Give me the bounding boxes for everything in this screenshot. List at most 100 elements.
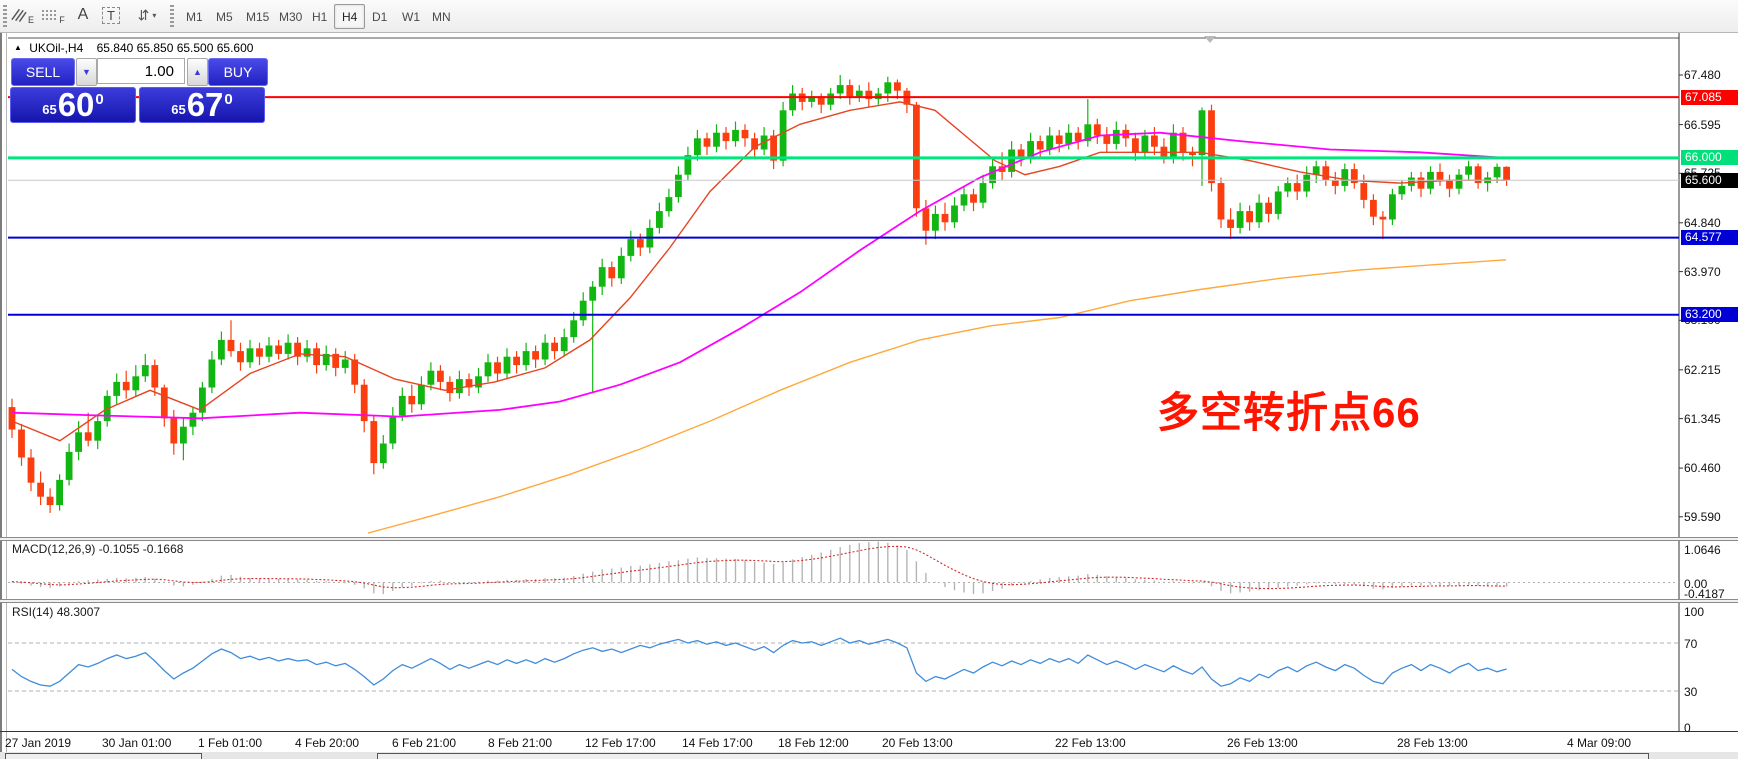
- price-tick-label: 61.345: [1684, 411, 1721, 426]
- chart-window: ▲ UKOil-,H4 65.840 65.850 65.500 65.600 …: [0, 33, 1738, 759]
- price-tick-label: 66.595: [1684, 117, 1721, 132]
- toolbar-grip-2[interactable]: [170, 5, 174, 27]
- timeframe-button-MN[interactable]: MN: [432, 9, 451, 24]
- time-tick-label: 14 Feb 17:00: [682, 736, 753, 750]
- icon-sub-f: F: [59, 15, 65, 25]
- time-tick-label: 26 Feb 13:00: [1227, 736, 1298, 750]
- buy-price-sup: 0: [224, 91, 233, 108]
- time-tick-label: 18 Feb 12:00: [778, 736, 849, 750]
- time-tick-label: 4 Mar 09:00: [1567, 736, 1632, 750]
- spinner-down-icon: ▼: [82, 67, 91, 77]
- arrows-glyph: ⇵: [137, 6, 150, 23]
- crosshatch-expert-icon[interactable]: E: [10, 3, 34, 27]
- macd-values: -0.1055 -0.1668: [98, 542, 184, 556]
- window-left-edge: [0, 33, 2, 759]
- chart-shift-marker-icon[interactable]: [1204, 36, 1216, 43]
- rsi-axis-label: 100: [1684, 605, 1705, 619]
- time-tick-label: 1 Feb 01:00: [198, 736, 263, 750]
- time-tick-label: 27 Jan 2019: [5, 736, 72, 750]
- time-axis-separator: [0, 731, 1738, 732]
- time-tick-label: 30 Jan 01:00: [102, 736, 172, 750]
- rsi-name: RSI(14): [12, 605, 54, 619]
- chart-text-annotation[interactable]: 多空转折点66: [1157, 389, 1421, 436]
- buy-button[interactable]: BUY: [208, 58, 268, 86]
- letter-a-glyph: A: [77, 6, 89, 23]
- arrange-arrows-icon[interactable]: ⇵ ▾: [130, 3, 164, 27]
- text-label-icon[interactable]: A: [72, 3, 94, 27]
- time-tick-label: 22 Feb 13:00: [1055, 736, 1126, 750]
- price-tick-label: 62.215: [1684, 362, 1721, 377]
- macd-axis-label: 0.00: [1684, 576, 1708, 591]
- price-line-badge-64.577[interactable]: 64.577: [1681, 230, 1738, 246]
- toolbar-grip[interactable]: [3, 5, 7, 27]
- time-tick-label: 12 Feb 17:00: [585, 736, 656, 750]
- timeframe-button-M30[interactable]: M30: [279, 9, 303, 24]
- grid-fibonacci-icon[interactable]: F: [40, 3, 66, 27]
- chart-title: ▲ UKOil-,H4 65.840 65.850 65.500 65.600: [14, 41, 253, 55]
- timeframe-button-D1[interactable]: D1: [372, 9, 388, 24]
- price-tick-label: 60.460: [1684, 461, 1721, 476]
- sell-price-box[interactable]: 65 60 0: [10, 87, 136, 123]
- triangle-up-icon: ▲: [14, 43, 22, 52]
- spinner-up-icon: ▲: [193, 67, 202, 77]
- price-tick-label: 67.480: [1684, 68, 1721, 82]
- price-tick-label: 59.590: [1684, 509, 1721, 524]
- sell-price-prefix: 65: [42, 102, 57, 117]
- volume-input[interactable]: [97, 58, 185, 84]
- window-left-edge-inner: [6, 33, 7, 759]
- bottom-strip: [0, 752, 1738, 759]
- chart-tab-stub[interactable]: [5, 753, 202, 759]
- buy-price-box[interactable]: 65 67 0: [139, 87, 265, 123]
- sell-button[interactable]: SELL: [11, 58, 75, 86]
- buy-price-prefix: 65: [171, 102, 186, 117]
- rsi-label: RSI(14) 48.3007: [12, 605, 100, 619]
- time-tick-label: 28 Feb 13:00: [1397, 736, 1468, 750]
- macd-splitter[interactable]: [0, 537, 1738, 541]
- timeframe-button-M15[interactable]: M15: [246, 9, 270, 24]
- price-line-badge-65.600[interactable]: 65.600: [1681, 172, 1738, 188]
- time-tick-label: 20 Feb 13:00: [882, 736, 953, 750]
- volume-increase-button[interactable]: ▲: [187, 58, 208, 86]
- icon-sub-e: E: [27, 15, 34, 25]
- volume-decrease-button[interactable]: ▼: [76, 58, 97, 86]
- macd-label: MACD(12,26,9) -0.1055 -0.1668: [12, 542, 183, 556]
- rsi-axis-label: 30: [1684, 685, 1698, 699]
- timeframe-button-M1[interactable]: M1: [186, 9, 203, 24]
- grid-glyph: [41, 8, 59, 22]
- letter-t-glyph: T: [102, 6, 120, 24]
- rsi-axis-label: 0: [1684, 721, 1691, 735]
- rsi-value: 48.3007: [56, 605, 101, 619]
- buy-button-label: BUY: [223, 64, 253, 80]
- price-line-badge-63.200[interactable]: 63.200: [1681, 307, 1738, 323]
- buy-price-main: 67: [186, 86, 224, 123]
- time-tick-label: 6 Feb 21:00: [392, 736, 457, 750]
- price-line-badge-67.085[interactable]: 67.085: [1681, 89, 1738, 105]
- sell-price-sup: 0: [95, 91, 104, 108]
- time-tick-label: 4 Feb 20:00: [295, 736, 360, 750]
- price-tick-label: 63.970: [1684, 264, 1721, 279]
- timeframe-button-H4[interactable]: H4: [334, 4, 366, 29]
- macd-axis-label: 1.0646: [1684, 543, 1721, 557]
- macd-name: MACD(12,26,9): [12, 542, 96, 556]
- price-line-badge-66.000[interactable]: 66.000: [1681, 150, 1738, 166]
- macd-axis-label: -0.4187: [1684, 587, 1725, 601]
- chevron-down-icon: ▾: [152, 10, 157, 20]
- text-box-icon[interactable]: T: [100, 3, 122, 27]
- chart-canvas[interactable]: [0, 33, 1738, 759]
- price-tick-label: 64.840: [1684, 215, 1721, 230]
- ohlc-values: 65.840 65.850 65.500 65.600: [96, 41, 254, 55]
- sell-price-main: 60: [57, 86, 95, 123]
- rsi-splitter[interactable]: [0, 599, 1738, 603]
- chart-tab-stub-2[interactable]: [377, 753, 1649, 759]
- toolbar: E F A T ⇵ ▾ M1 M5 M15 M30 H1 H4 D1 W1 MN: [0, 0, 1738, 33]
- timeframe-button-M5[interactable]: M5: [216, 9, 233, 24]
- time-tick-label: 8 Feb 21:00: [488, 736, 553, 750]
- timeframe-button-H1[interactable]: H1: [312, 9, 328, 24]
- one-click-trade-panel: SELL ▼ ▲ BUY 65 60 0 65 67 0: [10, 57, 268, 123]
- timeframe-button-W1[interactable]: W1: [402, 9, 420, 24]
- crosshatch-glyph: [11, 8, 27, 23]
- rsi-axis-label: 70: [1684, 637, 1698, 651]
- sell-button-label: SELL: [25, 64, 61, 80]
- symbol-period-label: UKOil-,H4: [29, 41, 84, 55]
